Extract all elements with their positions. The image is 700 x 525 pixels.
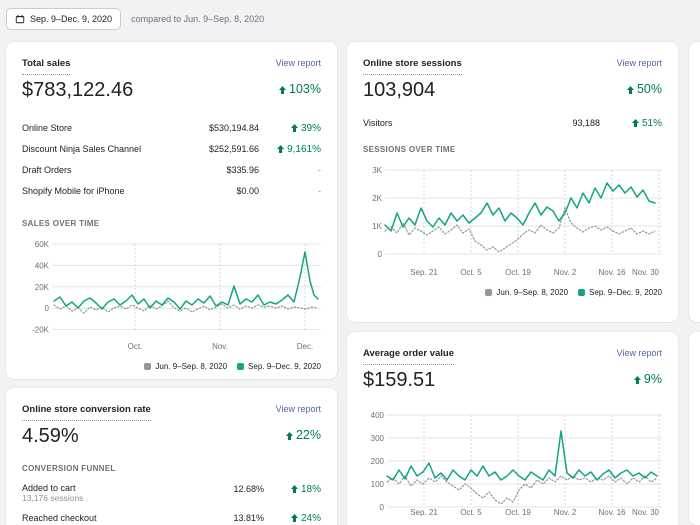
- svg-text:0: 0: [45, 304, 50, 313]
- svg-text:0: 0: [380, 503, 385, 512]
- svg-text:100: 100: [371, 480, 385, 489]
- svg-text:Sep. 21: Sep. 21: [410, 508, 438, 516]
- svg-text:3K: 3K: [372, 166, 382, 175]
- svg-text:Nov. 16: Nov. 16: [599, 268, 627, 277]
- svg-text:Sep. 21: Sep. 21: [410, 268, 438, 277]
- svg-text:Nov. 16: Nov. 16: [599, 508, 627, 516]
- svg-text:Oct. 5: Oct. 5: [460, 268, 482, 277]
- svg-text:0: 0: [378, 250, 383, 259]
- svg-text:Oct. 19: Oct. 19: [505, 268, 531, 277]
- svg-text:Oct. 5: Oct. 5: [460, 508, 482, 516]
- svg-text:20K: 20K: [35, 283, 50, 292]
- svg-text:200: 200: [371, 457, 385, 466]
- svg-text:Nov. 2: Nov. 2: [554, 268, 577, 277]
- svg-text:Nov. 30: Nov. 30: [632, 508, 660, 516]
- svg-text:Oct.: Oct.: [128, 342, 143, 351]
- svg-text:1K: 1K: [372, 222, 382, 231]
- svg-text:300: 300: [371, 434, 385, 443]
- svg-text:Nov. 30: Nov. 30: [632, 268, 660, 277]
- svg-text:Oct. 19: Oct. 19: [505, 508, 531, 516]
- svg-text:-20K: -20K: [32, 326, 50, 335]
- svg-text:2K: 2K: [372, 194, 382, 203]
- svg-text:40K: 40K: [35, 261, 50, 270]
- svg-text:Nov.: Nov.: [212, 342, 228, 351]
- svg-text:Dec.: Dec.: [297, 342, 313, 351]
- svg-text:60K: 60K: [35, 240, 50, 249]
- svg-text:400: 400: [371, 411, 385, 420]
- svg-text:Nov. 2: Nov. 2: [554, 508, 577, 516]
